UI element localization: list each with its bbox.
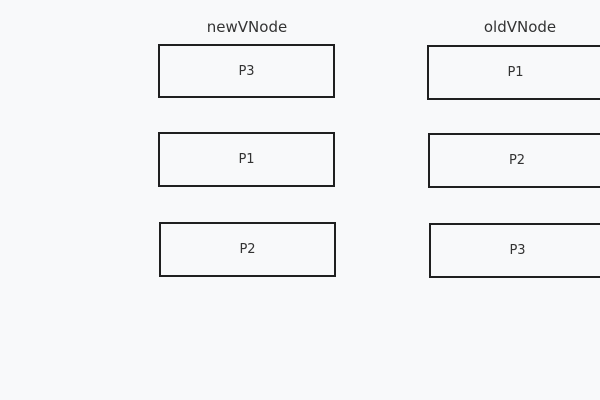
old-vnode-node-2: P2 xyxy=(428,133,600,188)
new-vnode-title: newVNode xyxy=(206,18,288,36)
old-vnode-node-3: P3 xyxy=(429,223,600,278)
old-vnode-node-1: P1 xyxy=(427,45,600,100)
old-vnode-title: oldVNode xyxy=(483,18,557,36)
new-vnode-node-3: P2 xyxy=(159,222,336,277)
new-vnode-node-2: P1 xyxy=(158,132,335,187)
new-vnode-node-1: P3 xyxy=(158,44,335,98)
